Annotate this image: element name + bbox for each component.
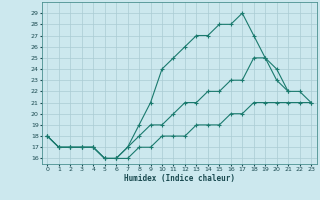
X-axis label: Humidex (Indice chaleur): Humidex (Indice chaleur) (124, 174, 235, 183)
